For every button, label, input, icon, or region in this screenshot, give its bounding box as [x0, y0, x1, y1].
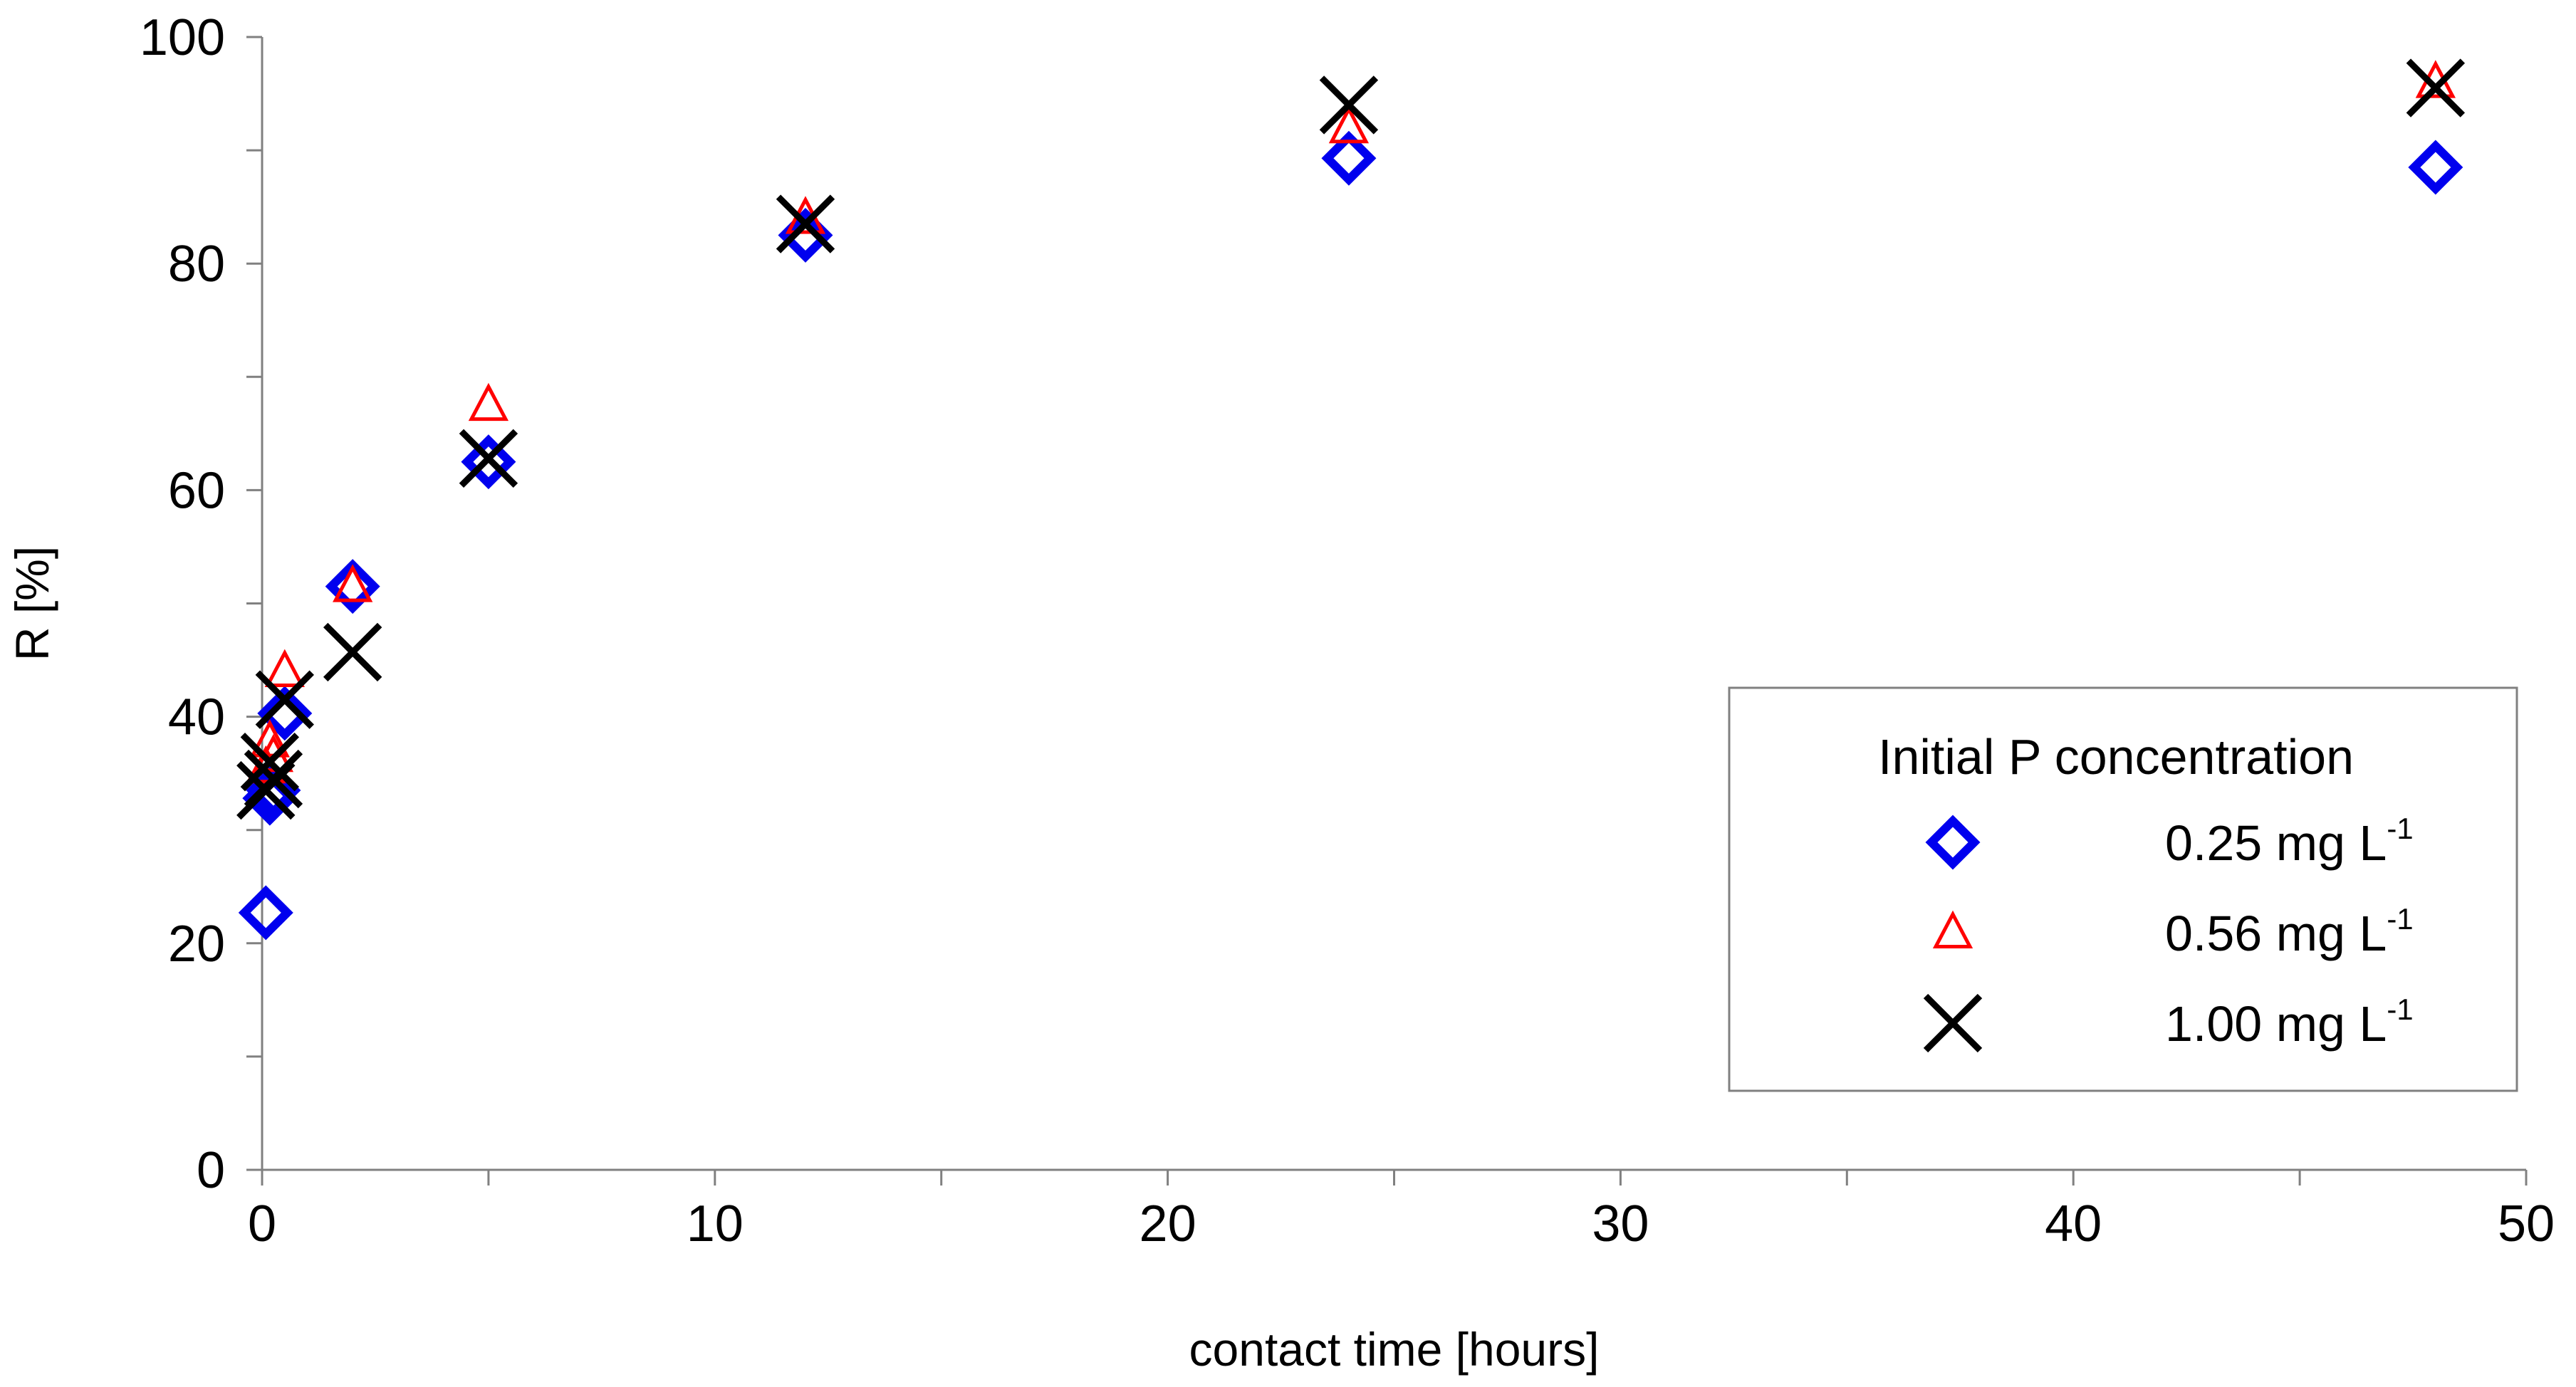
y-tick-label: 100: [140, 9, 225, 66]
legend-marker: [1925, 815, 1981, 870]
data-point: [257, 686, 313, 741]
data-point: [461, 434, 516, 490]
x-marker-stroke: [244, 749, 303, 809]
legend-label: 0.56 mg L-1: [2165, 902, 2414, 961]
data-point: [244, 749, 303, 809]
legend-entry: 0.56 mg L-1: [1932, 902, 2414, 961]
x-marker-stroke: [1319, 75, 1379, 135]
legend-entries: 0.25 mg L-1 0.56 mg L-1 1.00 mg L-1: [1923, 812, 2414, 1053]
y-tick-label: 40: [168, 689, 225, 746]
legend-marker: [1923, 993, 1983, 1053]
data-point: [249, 719, 290, 758]
data-point: [323, 622, 382, 682]
data-points: [236, 58, 2466, 941]
legend-label-superscript: -1: [2387, 993, 2413, 1026]
x-marker-stroke: [1923, 993, 1983, 1053]
y-tick-label: 0: [197, 1142, 225, 1199]
data-point: [459, 429, 518, 488]
legend-label-superscript: -1: [2387, 812, 2413, 845]
x-axis-title: contact time [hours]: [1189, 1323, 1600, 1376]
data-point: [776, 194, 835, 253]
data-point: [264, 649, 305, 687]
data-point: [333, 564, 373, 602]
x-marker-stroke: [255, 670, 314, 729]
data-point: [468, 382, 509, 422]
legend-marker: [1932, 910, 1973, 948]
x-tick-label: 0: [248, 1195, 276, 1252]
y-axis-title: R [%]: [6, 546, 58, 661]
series-2: [246, 60, 2456, 784]
legend: Initial P concentration 0.25 mg L-1 0.56 …: [1728, 686, 2518, 1092]
y-tick-label: 80: [168, 236, 225, 293]
legend-label: 1.00 mg L-1: [2165, 993, 2414, 1052]
series-3: [236, 58, 2466, 820]
legend-label: 0.25 mg L-1: [2165, 812, 2414, 871]
x-tick-label: 20: [1140, 1195, 1196, 1252]
x-marker-stroke: [459, 429, 518, 488]
data-point: [238, 885, 293, 941]
legend-box: [1728, 686, 2518, 1092]
data-point: [1319, 75, 1379, 135]
legend-title: Initial P concentration: [1878, 729, 2354, 785]
y-tick-label: 20: [168, 916, 225, 973]
legend-label-superscript: -1: [2387, 902, 2413, 936]
y-tick-label: 60: [168, 462, 225, 519]
data-point: [1321, 130, 1377, 186]
legend-entry: 0.25 mg L-1: [1925, 812, 2414, 871]
data-point: [240, 733, 299, 792]
data-point: [1328, 105, 1370, 144]
data-point: [2406, 58, 2466, 117]
x-marker-stroke: [2406, 58, 2466, 117]
data-point: [2408, 140, 2463, 195]
legend-entry: 1.00 mg L-1: [1923, 993, 2414, 1053]
x-tick-label: 10: [687, 1195, 744, 1252]
x-marker-stroke: [323, 622, 382, 682]
x-tick-label: 30: [1592, 1195, 1649, 1252]
x-axis-ticks: 0 10 20 30 40 50: [248, 1170, 2555, 1252]
x-tick-label: 40: [2045, 1195, 2102, 1252]
x-marker-stroke: [240, 733, 299, 792]
y-axis-ticks: 0 20 40 60 80 100: [140, 9, 262, 1199]
data-point: [325, 559, 380, 614]
x-marker-stroke: [776, 194, 835, 253]
x-tick-label: 50: [2498, 1195, 2555, 1252]
data-point: [255, 670, 314, 729]
